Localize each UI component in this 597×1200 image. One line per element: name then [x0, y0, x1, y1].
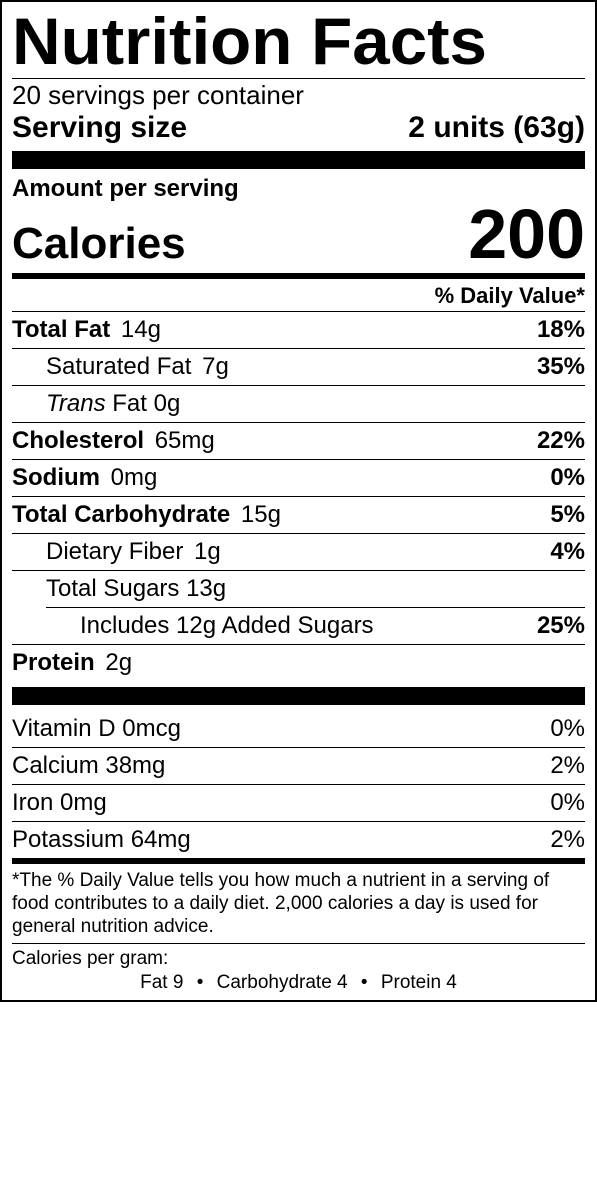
- calcium-pct: 2%: [550, 751, 585, 781]
- row-protein: Protein 2g: [12, 644, 585, 681]
- cholesterol-name: Cholesterol 65mg: [12, 426, 215, 456]
- sodium-pct: 0%: [550, 463, 585, 493]
- total-fat-pct: 18%: [537, 315, 585, 345]
- medium-rule: [12, 273, 585, 279]
- row-saturated-fat: Saturated Fat 7g 35%: [12, 348, 585, 385]
- calcium-name: Calcium 38mg: [12, 751, 165, 781]
- row-calcium: Calcium 38mg 2%: [12, 747, 585, 784]
- sat-fat-pct: 35%: [537, 352, 585, 382]
- row-trans-fat: Trans Fat 0g: [12, 385, 585, 422]
- cpg-label: Calories per gram:: [12, 948, 585, 970]
- serving-size-row: Serving size 2 units (63g): [12, 111, 585, 146]
- calories-per-gram: Calories per gram: Fat 9 • Carbohydrate …: [12, 943, 585, 996]
- iron-pct: 0%: [550, 788, 585, 818]
- fiber-pct: 4%: [550, 537, 585, 567]
- sat-fat-name: Saturated Fat 7g: [12, 352, 229, 382]
- total-carb-name: Total Carbohydrate 15g: [12, 500, 281, 530]
- calories-value: 200: [468, 199, 585, 269]
- row-cholesterol: Cholesterol 65mg 22%: [12, 422, 585, 459]
- added-sugars-pct: 25%: [537, 611, 585, 641]
- total-carb-pct: 5%: [550, 500, 585, 530]
- row-potassium: Potassium 64mg 2%: [12, 821, 585, 858]
- servings-per-container: 20 servings per container: [12, 81, 585, 111]
- vitamin-d-pct: 0%: [550, 714, 585, 744]
- row-vitamin-d: Vitamin D 0mcg 0%: [12, 711, 585, 747]
- serving-size-value: 2 units (63g): [408, 111, 585, 146]
- total-sugars-name: Total Sugars 13g: [12, 574, 226, 604]
- fiber-name: Dietary Fiber 1g: [12, 537, 221, 567]
- trans-fat-name: Trans Fat 0g: [12, 389, 180, 419]
- vitamin-d-name: Vitamin D 0mcg: [12, 714, 181, 744]
- daily-value-header: % Daily Value*: [12, 283, 585, 309]
- row-total-carb: Total Carbohydrate 15g 5%: [12, 496, 585, 533]
- daily-value-footnote: *The % Daily Value tells you how much a …: [12, 858, 585, 942]
- sodium-name: Sodium 0mg: [12, 463, 157, 493]
- row-sodium: Sodium 0mg 0%: [12, 459, 585, 496]
- potassium-name: Potassium 64mg: [12, 825, 191, 855]
- potassium-pct: 2%: [550, 825, 585, 855]
- row-added-sugars: Includes 12g Added Sugars 25%: [46, 607, 585, 644]
- nutrition-facts-label: Nutrition Facts 20 servings per containe…: [0, 0, 597, 1002]
- added-sugars-name: Includes 12g Added Sugars: [46, 611, 374, 641]
- total-fat-name: Total Fat 14g: [12, 315, 161, 345]
- calories-row: Calories 200: [12, 199, 585, 269]
- dot-icon: •: [197, 972, 204, 993]
- row-fiber: Dietary Fiber 1g 4%: [12, 533, 585, 570]
- row-total-fat: Total Fat 14g 18%: [12, 311, 585, 348]
- thick-rule: [12, 151, 585, 169]
- dot-icon: •: [361, 972, 368, 993]
- iron-name: Iron 0mg: [12, 788, 107, 818]
- protein-name: Protein 2g: [12, 648, 132, 678]
- cholesterol-pct: 22%: [537, 426, 585, 456]
- rule: [12, 78, 585, 79]
- thick-rule-2: [12, 687, 585, 705]
- row-total-sugars: Total Sugars 13g: [12, 570, 585, 607]
- serving-size-label: Serving size: [12, 111, 187, 146]
- cpg-values: Fat 9 • Carbohydrate 4 • Protein 4: [12, 972, 585, 994]
- calories-label: Calories: [12, 222, 186, 266]
- title: Nutrition Facts: [12, 8, 596, 74]
- row-iron: Iron 0mg 0%: [12, 784, 585, 821]
